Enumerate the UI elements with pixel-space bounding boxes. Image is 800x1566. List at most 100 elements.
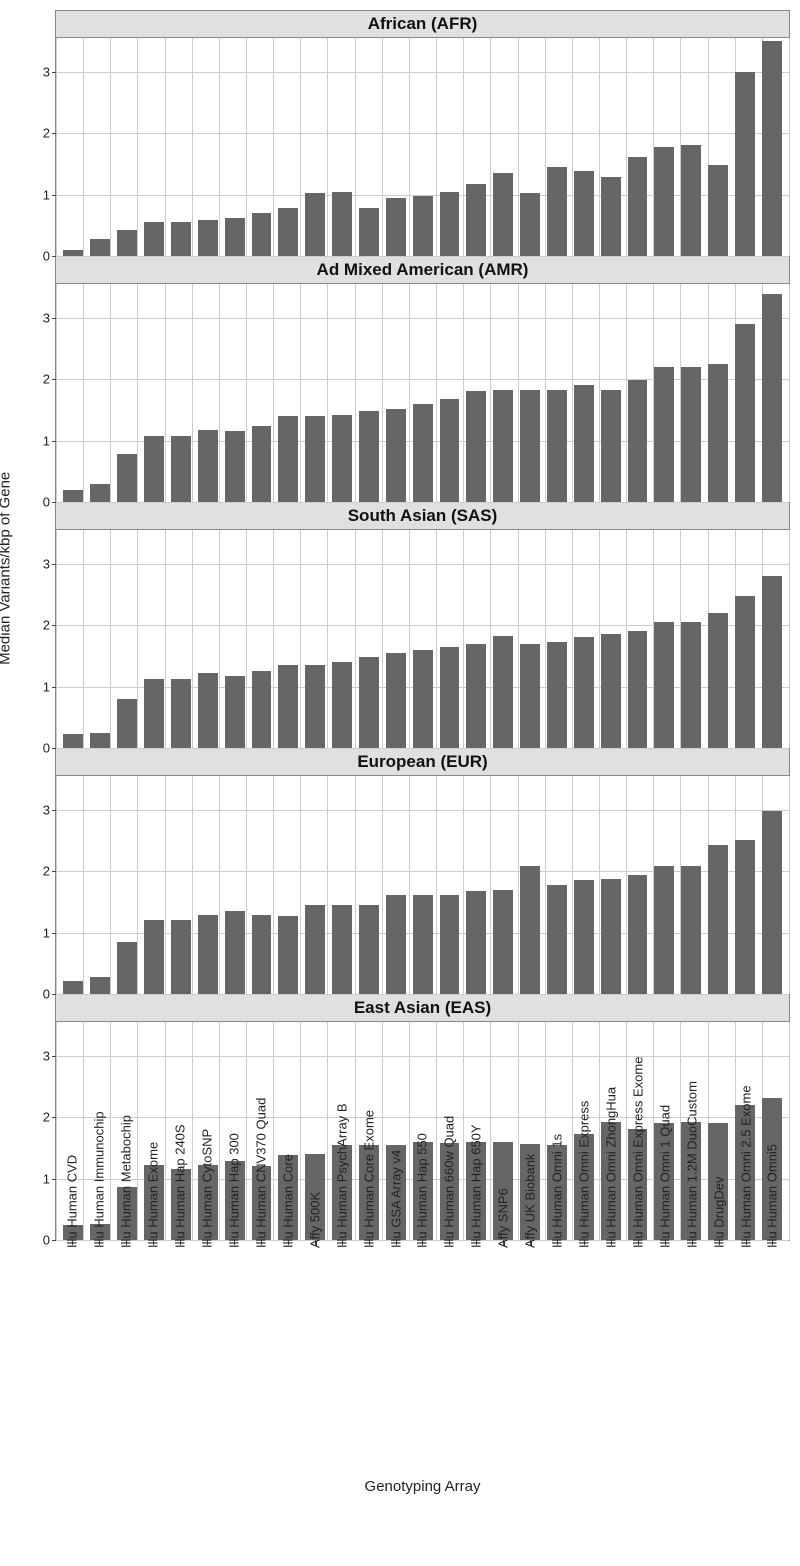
- bar: [574, 385, 594, 502]
- x-tick-label: Illu Human Omni ZhongHua: [603, 1087, 618, 1248]
- bar: [90, 733, 110, 748]
- bar: [735, 72, 755, 256]
- panel: African (AFR)0123: [55, 10, 790, 257]
- y-tick-label: 1: [43, 187, 56, 202]
- y-tick-label: 3: [43, 556, 56, 571]
- bar: [359, 411, 379, 502]
- x-tick-label: Illu Human Hap 300: [226, 1133, 241, 1248]
- bar: [681, 367, 701, 502]
- bar: [198, 915, 218, 994]
- bar: [386, 895, 406, 994]
- panel: Ad Mixed American (AMR)0123: [55, 256, 790, 503]
- y-tick-label: 2: [43, 618, 56, 633]
- bar: [520, 644, 540, 748]
- panel-title: European (EUR): [56, 749, 789, 776]
- x-tick-label: Illu Human Hap 240S: [173, 1124, 188, 1248]
- bar: [305, 193, 325, 256]
- y-axis-label: Median Variants/kbp of Gene: [0, 471, 14, 664]
- bar: [466, 644, 486, 748]
- bar: [278, 916, 298, 994]
- x-tick-label: Illu Human Omni 2.5 Exome: [738, 1085, 753, 1248]
- x-tick-label: Illu Human Metabochip: [119, 1115, 134, 1248]
- x-axis: Illu Human CVDIllu Human ImmunochipIllu …: [55, 1240, 790, 1470]
- y-tick-label: 2: [43, 126, 56, 141]
- bar: [681, 622, 701, 748]
- bar: [171, 679, 191, 748]
- x-tick-label: Illu Human Core: [280, 1154, 295, 1248]
- x-tick-label: Affy UK Biobank: [523, 1154, 538, 1248]
- bar: [601, 634, 621, 748]
- bar: [144, 920, 164, 994]
- y-tick-label: 0: [43, 987, 56, 1002]
- bar: [63, 734, 83, 748]
- bar: [601, 879, 621, 994]
- x-tick-label: Illu DrugDev: [711, 1176, 726, 1248]
- bar: [440, 399, 460, 502]
- bar: [628, 157, 648, 256]
- bar: [252, 671, 272, 748]
- x-tick-label: Illu Human Immunochip: [92, 1111, 107, 1248]
- bar: [466, 891, 486, 994]
- bar: [440, 192, 460, 256]
- y-tick-label: 0: [43, 741, 56, 756]
- y-tick-label: 2: [43, 864, 56, 879]
- bar: [225, 911, 245, 994]
- panel: European (EUR)0123: [55, 748, 790, 995]
- bar: [117, 699, 137, 748]
- bar: [628, 631, 648, 748]
- panel-title: Ad Mixed American (AMR): [56, 257, 789, 284]
- bar: [762, 576, 782, 748]
- bar: [171, 222, 191, 256]
- bar: [144, 222, 164, 256]
- bar: [413, 404, 433, 502]
- bar: [305, 665, 325, 748]
- bar: [708, 364, 728, 502]
- y-tick-label: 1: [43, 1171, 56, 1186]
- bar: [681, 866, 701, 994]
- bar: [493, 173, 513, 256]
- bar: [708, 165, 728, 256]
- y-tick-label: 1: [43, 433, 56, 448]
- bar: [547, 167, 567, 256]
- bar: [708, 613, 728, 748]
- bar: [332, 662, 352, 748]
- x-tick-label: Illu Human Core Exome: [361, 1110, 376, 1248]
- bar: [117, 230, 137, 256]
- bar: [63, 490, 83, 502]
- bar: [198, 220, 218, 256]
- y-tick-label: 3: [43, 1048, 56, 1063]
- bar: [144, 679, 164, 748]
- bar: [252, 426, 272, 502]
- bar: [574, 880, 594, 994]
- bar: [440, 895, 460, 994]
- x-axis-label: Genotyping Array: [55, 1478, 790, 1495]
- bar: [466, 391, 486, 502]
- bar: [547, 390, 567, 502]
- bar: [278, 416, 298, 502]
- bar: [63, 981, 83, 995]
- x-tick-label: Illu Human 660w Quad: [442, 1116, 457, 1248]
- y-tick-label: 2: [43, 372, 56, 387]
- panel-title: East Asian (EAS): [56, 995, 789, 1022]
- bar: [332, 415, 352, 502]
- bar: [654, 622, 674, 748]
- x-tick-label: Illu Human Exome: [146, 1142, 161, 1248]
- bar: [278, 665, 298, 748]
- x-tick-label: Illu Human Omni 1 Quad: [657, 1105, 672, 1248]
- x-tick-label: Illu Human CNV370 Quad: [253, 1098, 268, 1248]
- bar: [386, 198, 406, 256]
- bar: [117, 454, 137, 502]
- bar: [466, 184, 486, 256]
- bar: [171, 920, 191, 994]
- bar: [413, 196, 433, 256]
- bar: [547, 642, 567, 748]
- bar: [762, 811, 782, 994]
- x-tick-label: Illu Human CytoSNP: [200, 1129, 215, 1248]
- bar: [305, 905, 325, 994]
- bar: [63, 250, 83, 256]
- y-tick-label: 3: [43, 802, 56, 817]
- bar: [359, 657, 379, 748]
- figure: Median Variants/kbp of Gene African (AFR…: [10, 10, 790, 1495]
- bar: [225, 431, 245, 502]
- x-tick-label: Illu Human 1.2M DuoCustom: [684, 1081, 699, 1248]
